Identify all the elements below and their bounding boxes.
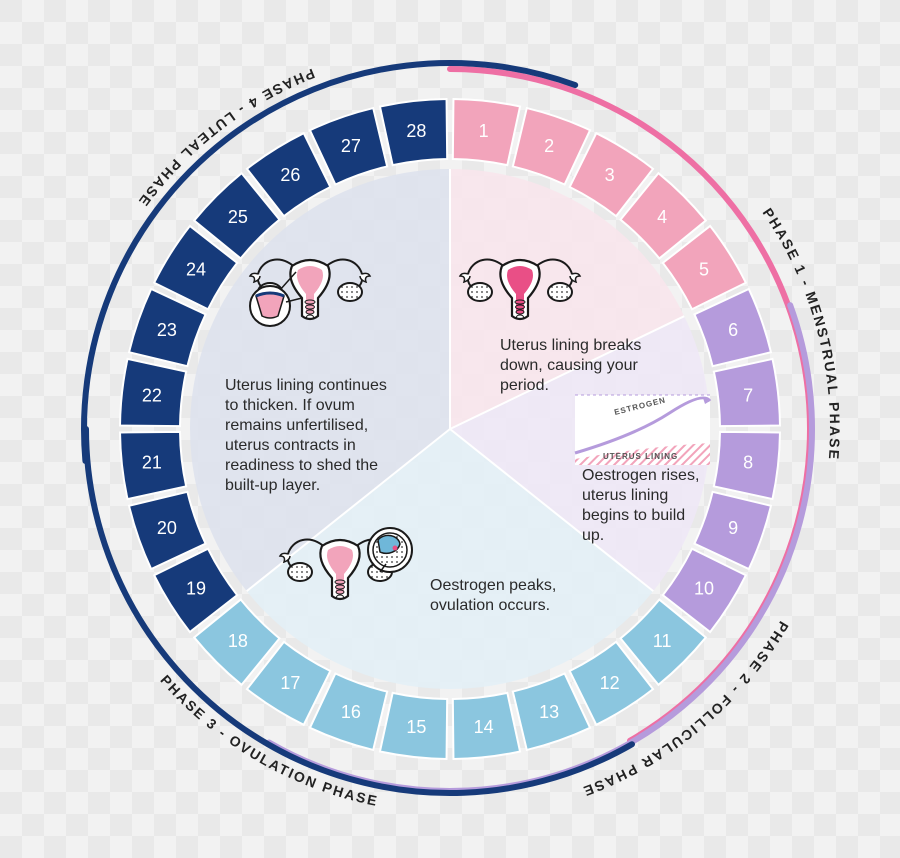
day-label-3: 3 xyxy=(605,165,615,185)
day-label-24: 24 xyxy=(186,259,206,279)
desc-line: uterus lining xyxy=(582,487,668,504)
day-label-22: 22 xyxy=(142,385,162,405)
desc-line: built-up layer. xyxy=(225,477,320,494)
day-label-4: 4 xyxy=(657,207,667,227)
lining-label: UTERUS LINING xyxy=(603,452,678,461)
day-label-13: 13 xyxy=(539,702,559,722)
desc-line: ovulation occurs. xyxy=(430,597,550,614)
day-label-14: 14 xyxy=(474,717,494,737)
day-label-28: 28 xyxy=(406,121,426,141)
day-label-26: 26 xyxy=(280,165,300,185)
day-label-27: 27 xyxy=(341,136,361,156)
day-label-15: 15 xyxy=(406,717,426,737)
day-label-8: 8 xyxy=(743,453,753,473)
desc-line: readiness to shed the xyxy=(225,457,378,474)
day-label-2: 2 xyxy=(544,136,554,156)
desc-line: period. xyxy=(500,377,549,394)
day-label-10: 10 xyxy=(694,579,714,599)
cycle-diagram: 1234567891011121314151617181920212223242… xyxy=(0,0,900,858)
desc-line: down, causing your xyxy=(500,357,639,374)
desc-line: uterus contracts in xyxy=(225,437,356,454)
day-label-18: 18 xyxy=(228,631,248,651)
desc-line: Oestrogen peaks, xyxy=(430,577,556,594)
day-label-21: 21 xyxy=(142,453,162,473)
day-label-9: 9 xyxy=(728,518,738,538)
day-label-6: 6 xyxy=(728,320,738,340)
day-label-25: 25 xyxy=(228,207,248,227)
day-label-11: 11 xyxy=(653,631,672,651)
desc-line: Oestrogen rises, xyxy=(582,467,699,484)
desc-line: up. xyxy=(582,527,604,544)
desc-line: remains unfertilised, xyxy=(225,417,368,434)
day-label-23: 23 xyxy=(157,320,177,340)
desc-line: Uterus lining continues xyxy=(225,377,387,394)
day-label-17: 17 xyxy=(280,673,300,693)
day-label-16: 16 xyxy=(341,702,361,722)
day-label-12: 12 xyxy=(600,673,620,693)
day-label-1: 1 xyxy=(479,121,489,141)
desc-line: begins to build xyxy=(582,507,685,524)
estrogen-panel: ESTROGENUTERUS LINING xyxy=(575,395,710,465)
day-label-19: 19 xyxy=(186,579,206,599)
desc-line: to thicken. If ovum xyxy=(225,397,355,414)
day-label-20: 20 xyxy=(157,518,177,538)
desc-line: Uterus lining breaks xyxy=(500,337,641,354)
day-label-5: 5 xyxy=(699,259,709,279)
day-label-7: 7 xyxy=(743,385,753,405)
